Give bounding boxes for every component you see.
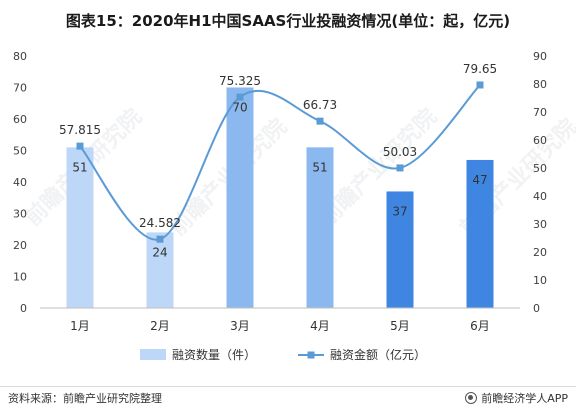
right-tick-label: 50 [533, 162, 547, 175]
left-tick-label: 20 [13, 239, 27, 252]
x-tick-label: 1月 [70, 319, 90, 333]
left-axis-ticks: 0 10 20 30 40 50 60 70 80 [13, 50, 27, 315]
line-series-path [79, 84, 481, 241]
bar-label-1: 51 [72, 160, 87, 174]
right-tick-label: 10 [533, 274, 547, 287]
chart-title: 图表15：2020年H1中国SAAS行业投融资情况(单位：起，亿元) [65, 12, 511, 30]
left-tick-label: 60 [13, 113, 27, 126]
line-point-1 [76, 142, 84, 150]
line-labels-layer: 57.815 24.582 75.325 66.73 50.03 79.65 [59, 62, 497, 230]
x-tick-label: 4月 [310, 319, 330, 333]
left-tick-label: 70 [13, 82, 27, 95]
source-note: 资料来源：前瞻产业研究院整理 [8, 392, 162, 405]
bar-6 [466, 159, 494, 308]
x-axis-ticks: 1月 2月 3月 4月 5月 6月 [70, 319, 490, 333]
bar-4 [306, 147, 334, 308]
right-tick-label: 70 [533, 106, 547, 119]
bar-label-5: 37 [392, 204, 407, 218]
right-axis-ticks: 0 10 20 30 40 50 60 70 80 90 [533, 50, 547, 315]
chart: 0 10 20 30 40 50 60 70 80 0 10 20 30 40 50 60 70 80 90 1月… [13, 50, 547, 362]
line-label-2: 24.582 [139, 216, 181, 230]
bar-labels-layer: 51 24 70 51 37 47 [72, 101, 487, 260]
legend: 融资数量（件） 融资金额（亿元） [140, 347, 426, 362]
right-tick-label: 40 [533, 190, 547, 203]
line-label-5: 50.03 [383, 145, 417, 159]
x-tick-label: 5月 [390, 319, 410, 333]
right-tick-label: 0 [533, 302, 540, 315]
bar-2 [146, 232, 174, 308]
bar-3 [226, 87, 254, 308]
left-tick-label: 80 [13, 50, 27, 63]
line-point-3 [236, 93, 244, 101]
legend-line-label: 融资金额（亿元） [330, 347, 426, 362]
bar-label-6: 47 [472, 173, 487, 187]
brand-logo-icon [465, 392, 478, 404]
line-point-5 [396, 164, 404, 172]
x-tick-label: 2月 [150, 319, 170, 333]
line-label-4: 66.73 [303, 98, 337, 112]
left-tick-label: 30 [13, 208, 27, 221]
bar-5 [386, 191, 414, 308]
x-tick-label: 3月 [230, 319, 250, 333]
brand: 前瞻经济学人APP [465, 390, 568, 406]
legend-line-marker [307, 351, 315, 359]
line-point-6 [476, 81, 484, 89]
left-tick-label: 0 [20, 302, 27, 315]
right-tick-label: 30 [533, 218, 547, 231]
left-tick-label: 10 [13, 271, 27, 284]
bar-1 [66, 147, 94, 308]
bar-label-2: 24 [152, 245, 167, 259]
line-point-4 [316, 117, 324, 125]
x-tick-label: 6月 [470, 319, 490, 333]
right-tick-label: 90 [533, 50, 547, 63]
line-label-3: 75.325 [219, 74, 261, 88]
legend-bar-swatch [140, 349, 166, 360]
line-points-layer [76, 81, 484, 243]
left-tick-label: 40 [13, 176, 27, 189]
right-tick-label: 80 [533, 78, 547, 91]
legend-bar-label: 融资数量（件） [172, 347, 256, 362]
line-label-1: 57.815 [59, 123, 101, 137]
brand-label: 前瞻经济学人APP [481, 392, 568, 405]
bar-label-4: 51 [312, 160, 327, 174]
bar-label-3: 70 [232, 101, 247, 115]
right-tick-label: 20 [533, 246, 547, 259]
footer-divider [0, 386, 576, 387]
line-label-6: 79.65 [463, 62, 497, 76]
line-point-2 [156, 235, 164, 243]
right-tick-label: 60 [533, 134, 547, 147]
bars-layer [66, 87, 494, 308]
left-tick-label: 50 [13, 145, 27, 158]
